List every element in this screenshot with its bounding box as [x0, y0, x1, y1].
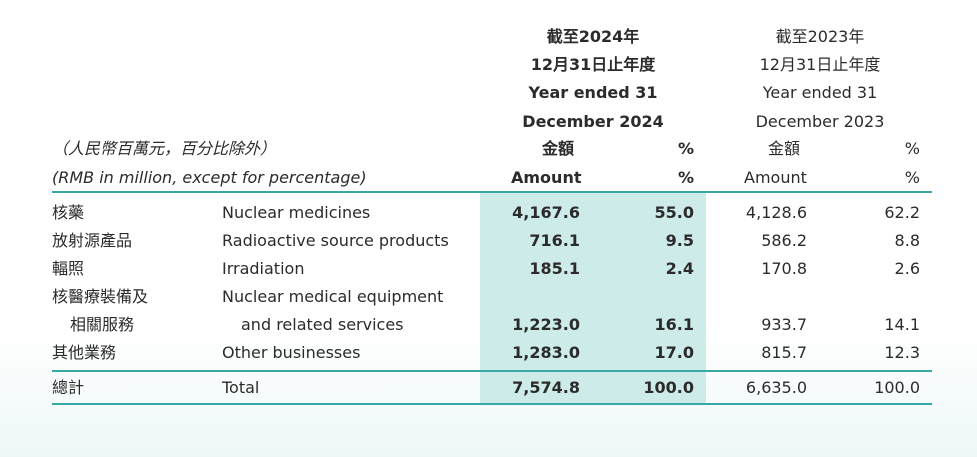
pct-2023: 8.8 — [894, 231, 920, 250]
pct-2024: 17.0 — [654, 343, 694, 362]
col-pct-2024-en: % — [677, 168, 694, 187]
pct-2023: 12.3 — [884, 343, 920, 362]
amount-2024: 716.1 — [529, 231, 580, 250]
amount-2024: 1,283.0 — [512, 343, 580, 362]
amount-2024: 4,167.6 — [512, 203, 580, 222]
row-label-en: Other businesses — [222, 343, 361, 362]
total-top-rule — [52, 370, 932, 372]
header-2023-en-line1: Year ended 31 — [762, 83, 878, 102]
header-2024-en-line2: December 2024 — [522, 112, 664, 131]
amount-2024: 1,223.0 — [512, 315, 580, 334]
amount-2023: 586.2 — [761, 231, 807, 250]
row-label-en: Nuclear medical equipment — [222, 287, 444, 306]
col-pct-2024-zh: % — [677, 139, 694, 158]
pct-2024: 9.5 — [665, 231, 694, 250]
bottom-rule — [52, 403, 932, 405]
pct-2023: 2.6 — [894, 259, 920, 278]
total-label-en: Total — [222, 378, 260, 397]
row-label-en: Nuclear medicines — [222, 203, 371, 222]
row-label-en-line2: and related services — [241, 315, 404, 334]
amount-2023: 170.8 — [761, 259, 807, 278]
unit-note-zh: （人民幣百萬元，百分比除外） — [52, 139, 277, 158]
pct-2024: 55.0 — [654, 203, 694, 222]
header-2024-zh-line2: 12月31日止年度 — [530, 55, 656, 74]
amount-2023: 4,128.6 — [745, 203, 807, 222]
col-amount-2024-en: Amount — [511, 168, 582, 187]
total-amount-2023: 6,635.0 — [745, 378, 807, 397]
row-label-zh: 核藥 — [52, 203, 85, 222]
row-label-zh-line2: 相關服務 — [70, 315, 135, 334]
amount-2023: 815.7 — [761, 343, 807, 362]
pct-2024: 16.1 — [654, 315, 694, 334]
row-label-zh: 其他業務 — [52, 343, 117, 362]
col-pct-2023-zh: % — [904, 139, 920, 158]
highlight-column-2024 — [480, 193, 706, 404]
unit-note-en: (RMB in million, except for percentage) — [52, 168, 367, 187]
total-pct-2023: 100.0 — [874, 378, 920, 397]
header-2024-zh-line1: 截至2024年 — [546, 27, 640, 46]
header-2023-en-line2: December 2023 — [755, 112, 885, 131]
row-label-en: Irradiation — [222, 259, 305, 278]
header-2023-zh-line2: 12月31日止年度 — [759, 55, 881, 74]
row-label-zh: 放射源產品 — [52, 231, 133, 250]
amount-2024: 185.1 — [529, 259, 580, 278]
pct-2023: 62.2 — [884, 203, 920, 222]
total-label-zh: 總計 — [52, 378, 85, 397]
row-label-zh: 核醫療裝備及 — [52, 287, 149, 306]
row-label-en: Radioactive source products — [222, 231, 449, 250]
row-label-zh: 輻照 — [52, 259, 85, 278]
header-rule — [52, 191, 932, 193]
col-pct-2023-en: % — [904, 168, 920, 187]
col-amount-2023-en: Amount — [744, 168, 807, 187]
header-2023-zh-line1: 截至2023年 — [775, 27, 865, 46]
col-amount-2024-zh: 金額 — [542, 139, 575, 158]
amount-2023: 933.7 — [761, 315, 807, 334]
pct-2023: 14.1 — [884, 315, 920, 334]
total-pct-2024: 100.0 — [643, 378, 694, 397]
pct-2024: 2.4 — [665, 259, 694, 278]
total-amount-2024: 7,574.8 — [512, 378, 580, 397]
header-2024-en-line1: Year ended 31 — [528, 83, 658, 102]
col-amount-2023-zh: 金額 — [768, 139, 801, 158]
